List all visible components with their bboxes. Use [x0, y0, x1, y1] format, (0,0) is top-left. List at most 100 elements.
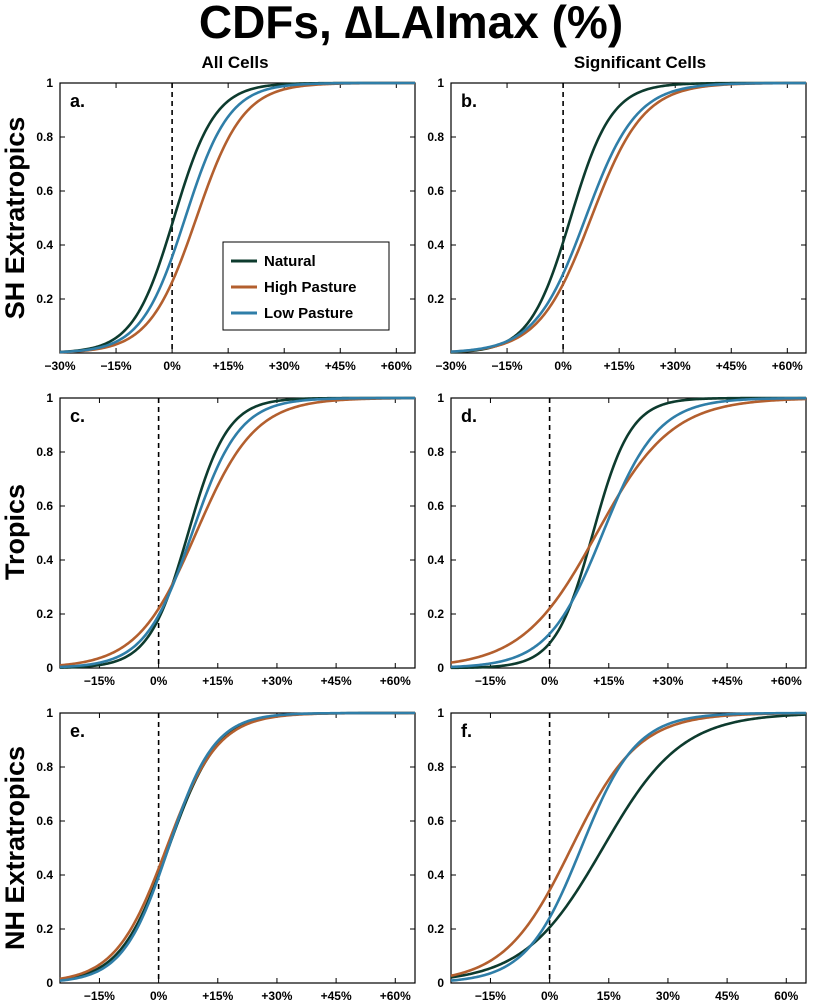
- x-tick-label: 0%: [541, 674, 559, 688]
- panel-letter: a.: [70, 91, 85, 111]
- plot-frame: [59, 397, 416, 669]
- row-title-tropics: Tropics: [0, 484, 30, 580]
- legend: Natural High Pasture Low Pasture: [222, 241, 390, 331]
- x-tick-label: 30%: [656, 989, 680, 1000]
- y-tick-label: 1: [46, 76, 53, 90]
- x-tick-label: −15%: [101, 359, 132, 373]
- x-tick-label: −15%: [475, 674, 506, 688]
- figure-title: CDFs, ∆LAImax (%): [199, 0, 623, 48]
- series-line-natural: [450, 396, 806, 670]
- column-title-significant-cells: Significant Cells: [574, 53, 706, 72]
- y-tick-label: 0.4: [36, 238, 53, 252]
- x-tick-label: −30%: [435, 359, 466, 373]
- y-tick-label: 0.2: [427, 607, 444, 621]
- x-tick-label: +30%: [261, 989, 292, 1000]
- y-tick-label: 0.2: [427, 292, 444, 306]
- x-tick-label: −15%: [475, 989, 506, 1000]
- panel-letter: c.: [70, 406, 85, 426]
- y-tick-label: 1: [437, 391, 444, 405]
- y-tick-label: 0: [437, 661, 444, 675]
- series-line-low-pasture: [450, 81, 806, 353]
- x-tick-label: +30%: [261, 674, 292, 688]
- x-tick-label: +60%: [380, 674, 411, 688]
- x-tick-label: 45%: [715, 989, 739, 1000]
- series-line-low-pasture: [450, 396, 807, 669]
- x-tick-label: −15%: [84, 674, 115, 688]
- panel-letter: f.: [461, 721, 472, 741]
- y-tick-label: 0.8: [36, 760, 53, 774]
- y-tick-label: 0.6: [36, 184, 53, 198]
- legend-label-natural: Natural: [264, 253, 316, 270]
- panel-e: −15% 0% +15% +30% +45% +60% 0 0.2 0.4 0.6 0.8 1 e.: [36, 706, 416, 1000]
- x-tick-label: +60%: [772, 359, 803, 373]
- legend-label-low-pasture: Low Pasture: [264, 305, 353, 322]
- series-line-natural: [450, 713, 807, 979]
- y-tick-label: 0: [437, 976, 444, 990]
- x-tick-label: +45%: [712, 674, 743, 688]
- x-tick-label: +15%: [202, 989, 233, 1000]
- y-tick-label: 0.4: [427, 868, 444, 882]
- panel-c: −15% 0% +15% +30% +45% +60% 0 0.2 0.4 0.6 0.8 1 c.: [36, 391, 416, 688]
- plot-frame: [450, 82, 807, 354]
- y-tick-label: 0.4: [36, 868, 53, 882]
- series-line-high-pasture: [450, 397, 807, 664]
- series-line-low-pasture: [59, 396, 415, 669]
- y-tick-label: 0.6: [36, 814, 53, 828]
- panel-letter: e.: [70, 721, 85, 741]
- y-tick-label: 0.8: [427, 445, 444, 459]
- x-tick-label: 0%: [163, 359, 181, 373]
- x-tick-label: 60%: [774, 989, 798, 1000]
- y-tick-label: 0.2: [36, 922, 53, 936]
- y-tick-label: 0.6: [427, 184, 444, 198]
- column-title-all-cells: All Cells: [201, 53, 268, 72]
- plot-frame: [450, 397, 807, 669]
- x-tick-label: +15%: [202, 674, 233, 688]
- y-tick-label: 0.8: [36, 445, 53, 459]
- x-tick-label: +60%: [771, 674, 802, 688]
- y-tick-label: 0.6: [427, 499, 444, 513]
- x-tick-label: +60%: [380, 989, 411, 1000]
- y-tick-label: 0.8: [36, 130, 53, 144]
- y-tick-label: 0.6: [427, 814, 444, 828]
- x-tick-label: +15%: [213, 359, 244, 373]
- x-tick-label: 0%: [554, 359, 572, 373]
- x-tick-label: −15%: [492, 359, 523, 373]
- x-tick-label: +45%: [325, 359, 356, 373]
- y-tick-label: 0: [46, 976, 53, 990]
- panel-letter: d.: [461, 406, 477, 426]
- y-tick-label: 0.2: [36, 607, 53, 621]
- plot-frame: [450, 712, 807, 984]
- y-tick-label: 0.2: [36, 292, 53, 306]
- x-tick-label: +45%: [716, 359, 747, 373]
- y-tick-label: 0: [46, 661, 53, 675]
- x-tick-label: +30%: [652, 674, 683, 688]
- row-title-sh-extratropics: SH Extratropics: [0, 117, 30, 320]
- x-tick-label: 0%: [541, 989, 559, 1000]
- x-tick-label: +15%: [604, 359, 635, 373]
- series-line-low-pasture: [59, 711, 415, 982]
- y-tick-label: 0.2: [427, 922, 444, 936]
- x-tick-label: +45%: [321, 674, 352, 688]
- y-tick-label: 0.8: [427, 130, 444, 144]
- x-tick-label: +60%: [381, 359, 412, 373]
- series-line-low-pasture: [59, 81, 415, 354]
- row-title-nh-extratropics: NH Extratropics: [0, 746, 30, 950]
- y-tick-label: 0.6: [36, 499, 53, 513]
- x-tick-label: 0%: [150, 989, 168, 1000]
- y-tick-label: 0.4: [427, 238, 444, 252]
- panels: −30% −15% 0% +15% +30% +45% +60% 0.2 0.4 0.6 0.8 1 a…: [36, 76, 807, 1000]
- x-tick-label: +45%: [321, 989, 352, 1000]
- panel-b: −30% −15% 0% +15% +30% +45% +60% 0.2 0.4 0.6 0.8 1 b…: [427, 76, 807, 373]
- y-tick-label: 0.8: [427, 760, 444, 774]
- y-tick-label: 0.4: [427, 553, 444, 567]
- y-tick-label: 1: [437, 706, 444, 720]
- series-line-low-pasture: [450, 711, 806, 982]
- y-tick-label: 1: [46, 706, 53, 720]
- x-tick-label: −30%: [44, 359, 75, 373]
- x-tick-label: +30%: [660, 359, 691, 373]
- x-tick-label: +30%: [269, 359, 300, 373]
- x-tick-label: 0%: [150, 674, 168, 688]
- panel-letter: b.: [461, 91, 477, 111]
- panel-f: −15% 0% 15% 30% 45% 60% 0 0.2 0.4 0.6 0.8 1 f.: [427, 706, 807, 1000]
